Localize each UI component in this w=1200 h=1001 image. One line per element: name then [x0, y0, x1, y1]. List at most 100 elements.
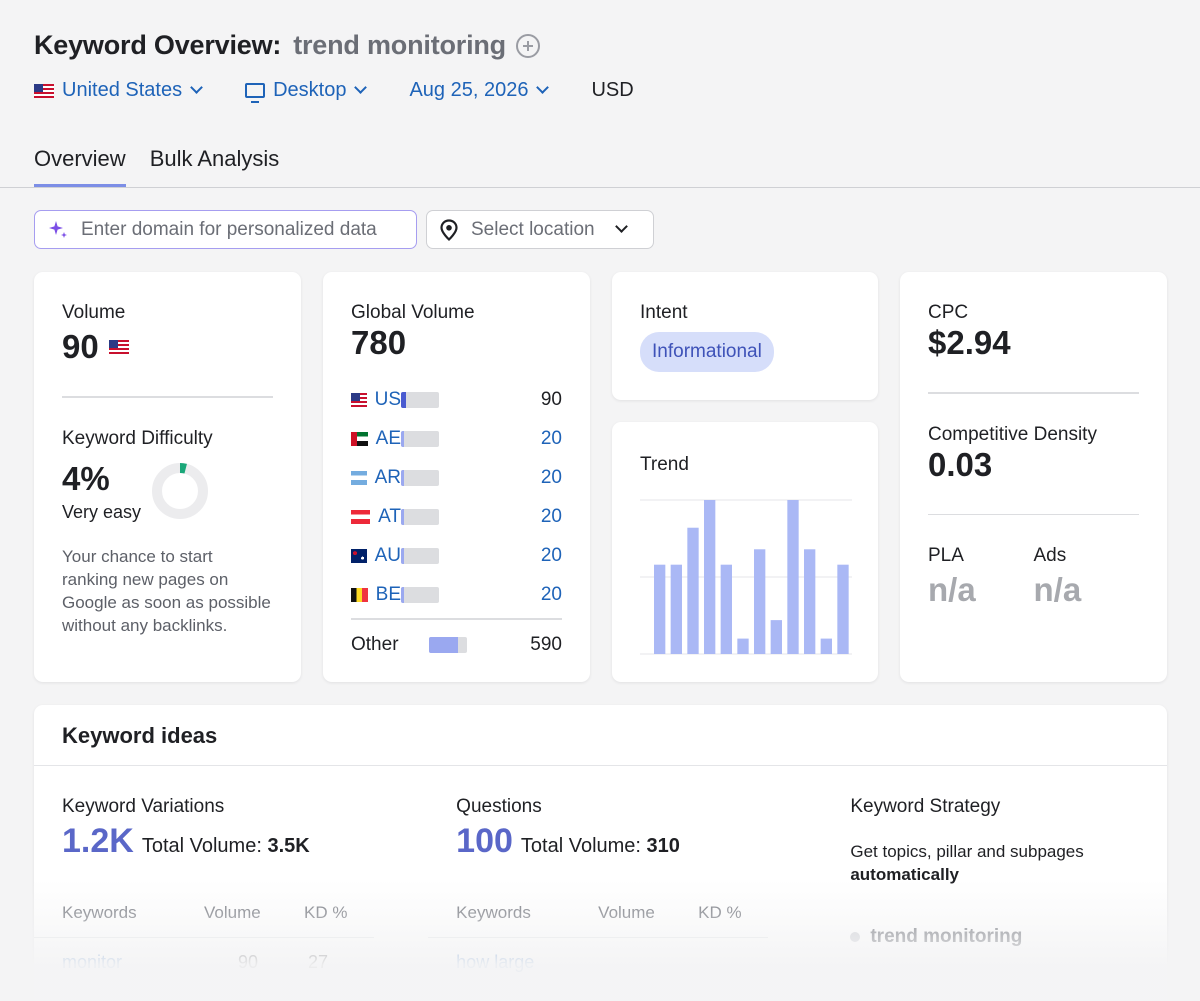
divider	[351, 618, 562, 620]
country-volume[interactable]: 20	[540, 544, 562, 566]
kd-gauge	[152, 463, 209, 519]
page-title: Keyword Overview: trend monitoring	[34, 30, 634, 61]
chevron-down-icon	[190, 81, 203, 94]
chevron-down-icon	[614, 220, 628, 233]
keyword-link[interactable]: how large	[456, 952, 535, 972]
cpc-label: CPC	[928, 302, 969, 323]
keyword-variations-label: Keyword Variations	[62, 796, 225, 817]
country-volume[interactable]: 20	[540, 583, 562, 605]
trend-bar[interactable]	[670, 564, 682, 654]
column-header: Volume	[598, 903, 655, 922]
domain-input-wrapper	[34, 210, 417, 249]
pla-value: n/a	[928, 571, 976, 608]
trend-label: Trend	[640, 454, 689, 475]
global-volume-card: Global Volume 780 US 90 AE 20 AR 20 AT 2…	[323, 272, 590, 682]
total-volume-value: 3.5K	[267, 835, 310, 857]
trend-bar[interactable]	[754, 549, 766, 654]
country-share-bar	[401, 430, 405, 447]
keyword-variations-column: Keyword Variations 1.2K Total Volume: 3.…	[34, 766, 456, 973]
tabs-divider	[0, 187, 1200, 188]
keyword-strategy-label: Keyword Strategy	[850, 796, 1001, 817]
cpc-card: CPC $2.94 Competitive Density 0.03 PLA n…	[900, 272, 1167, 682]
global-volume-value: 780	[351, 324, 407, 361]
device-selector[interactable]: Desktop	[245, 79, 368, 103]
competitive-density-value: 0.03	[928, 445, 993, 483]
page-header: Keyword Overview: trend monitoring Unite…	[34, 30, 634, 103]
ads-label: Ads	[1033, 545, 1067, 566]
table-header: Keywords Volume KD %	[428, 903, 769, 938]
date-selector[interactable]: Aug 25, 2026	[409, 79, 550, 102]
intent-badge: Informational	[640, 332, 774, 372]
country-row-au[interactable]: AU 20	[351, 536, 562, 575]
trend-bar[interactable]	[704, 500, 716, 654]
trend-bar[interactable]	[687, 527, 699, 654]
country-code: AR	[374, 466, 401, 488]
country-list: US 90 AE 20 AR 20 AT 20 AU 20 BE 20	[351, 380, 562, 614]
tab-bulk-analysis[interactable]: Bulk Analysis	[149, 146, 280, 171]
filters-bar: United States Desktop Aug 25, 2026 USD	[34, 79, 634, 103]
title-keyword: trend monitoring	[293, 30, 506, 60]
questions-count[interactable]: 100	[456, 822, 513, 860]
country-row-at[interactable]: AT 20	[351, 497, 562, 536]
be-flag-icon	[351, 587, 368, 602]
keyword-ideas-card: Keyword ideas Keyword Variations 1.2K To…	[34, 705, 1167, 1001]
trend-bar[interactable]	[804, 549, 816, 654]
country-row-ar[interactable]: AR 20	[351, 458, 562, 497]
volume-label: Volume	[62, 302, 126, 323]
country-share-bar	[401, 547, 405, 564]
sparkle-icon	[47, 219, 69, 241]
ads-value: n/a	[1033, 571, 1082, 608]
trend-bar[interactable]	[770, 620, 782, 654]
trend-bar[interactable]	[837, 564, 849, 654]
strategy-node-label: trend monitoring	[870, 926, 1023, 947]
country-volume[interactable]: 20	[540, 427, 562, 449]
country-volume[interactable]: 20	[540, 505, 562, 527]
divider	[928, 392, 1139, 394]
kd-label: Keyword Difficulty	[62, 427, 213, 449]
country-share-bar	[401, 586, 405, 603]
strategy-node[interactable]: trend monitoring	[850, 926, 1139, 948]
country-row-ae[interactable]: AE 20	[351, 419, 562, 458]
table-header: Keywords Volume KD %	[34, 903, 374, 938]
country-share-bar	[401, 391, 406, 408]
chevron-down-icon	[536, 81, 550, 94]
keyword-variations-count[interactable]: 1.2K	[62, 822, 134, 860]
country-selector[interactable]: United States	[34, 79, 203, 102]
table-row: monitor 90 27	[62, 952, 456, 973]
questions-column: Questions 100 Total Volume: 310 Keywords…	[428, 766, 850, 973]
location-select-label: Select location	[471, 218, 595, 240]
location-select[interactable]: Select location	[426, 210, 654, 249]
trend-bar[interactable]	[654, 564, 666, 654]
other-volume: 590	[530, 633, 562, 655]
column-header: Keywords	[62, 903, 137, 922]
country-row-us[interactable]: US 90	[351, 380, 562, 419]
total-volume-label: Total Volume:	[520, 835, 641, 857]
keyword-strategy-column: Keyword Strategy Get topics, pillar and …	[850, 766, 1139, 973]
trend-bar[interactable]	[737, 638, 749, 654]
us-flag-icon	[351, 392, 367, 407]
country-code: US	[374, 388, 401, 410]
country-volume[interactable]: 20	[540, 466, 562, 488]
title-prefix: Keyword Overview:	[34, 30, 282, 60]
kd-difficulty-text: Very easy	[62, 501, 142, 522]
other-label: Other	[351, 633, 399, 655]
trend-bar[interactable]	[720, 564, 732, 654]
trend-bar[interactable]	[820, 638, 832, 654]
keyword-link[interactable]: monitor	[62, 952, 123, 972]
keyword-volume: 90	[238, 952, 259, 972]
volume-value: 90	[62, 328, 99, 365]
ae-flag-icon	[351, 431, 368, 446]
domain-input[interactable]	[81, 218, 401, 241]
country-row-be[interactable]: BE 20	[351, 575, 562, 614]
competitive-density-label: Competitive Density	[928, 423, 1097, 445]
device-label: Desktop	[273, 79, 347, 101]
global-volume-label: Global Volume	[351, 302, 475, 323]
tab-overview[interactable]: Overview	[34, 146, 126, 188]
country-volume: 90	[540, 388, 562, 410]
strategy-desc-bold: automatically	[850, 865, 959, 884]
trend-bar[interactable]	[787, 500, 799, 654]
tabs: Overview Bulk Analysis	[34, 146, 303, 188]
country-share-bar	[401, 469, 405, 486]
kd-description: Your chance to start ranking new pages o…	[62, 546, 271, 635]
add-keyword-icon[interactable]	[515, 33, 540, 58]
